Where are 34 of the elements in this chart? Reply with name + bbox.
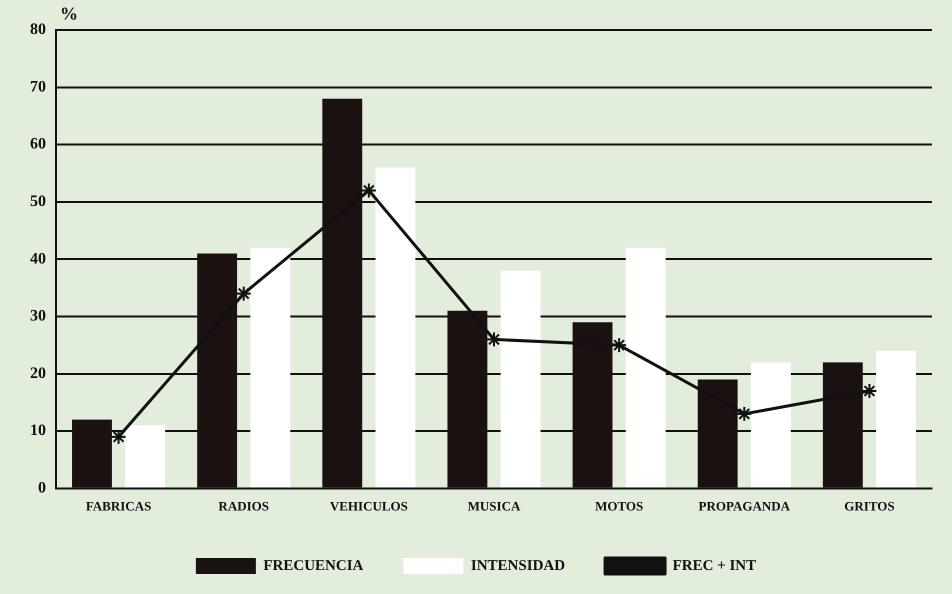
- x-tick-label: MUSICA: [468, 498, 521, 514]
- x-tick-label: FABRICAS: [86, 498, 152, 514]
- y-tick-label: 30: [30, 308, 46, 325]
- bar: [376, 168, 416, 488]
- x-tick-label: GRITOS: [844, 498, 895, 514]
- point: [611, 337, 628, 354]
- bar: [250, 248, 290, 488]
- y-axis-title: %: [60, 4, 78, 24]
- y-tick-label: 60: [30, 136, 46, 153]
- point: [236, 286, 252, 302]
- y-tick-label: 50: [30, 193, 46, 210]
- bar: [125, 425, 166, 488]
- x-tick-label: VEHICULOS: [330, 498, 408, 514]
- y-tick-label: 10: [30, 422, 46, 440]
- y-tick-label: 40: [30, 250, 46, 268]
- bar: [876, 350, 916, 488]
- x-tick-label: RADIOS: [218, 498, 270, 514]
- bar: [750, 362, 791, 488]
- x-tick-label: PROPAGANDA: [698, 498, 791, 514]
- legend-label: FRECUENCIA: [263, 558, 364, 574]
- point: [360, 182, 377, 198]
- bar: [626, 248, 666, 488]
- point: [486, 331, 502, 348]
- legend-label: INTENSIDAD: [470, 558, 566, 574]
- point: [861, 382, 878, 399]
- x-tick-label: MOTOS: [595, 498, 644, 514]
- legend-label: FREC + INT: [672, 558, 756, 574]
- point: [110, 428, 127, 445]
- y-tick-label: 0: [38, 480, 46, 497]
- point: [736, 406, 752, 422]
- y-tick-label: 70: [30, 78, 46, 96]
- bar: [500, 270, 541, 488]
- y-tick-label: 80: [30, 21, 46, 38]
- y-tick-label: 20: [30, 364, 46, 382]
